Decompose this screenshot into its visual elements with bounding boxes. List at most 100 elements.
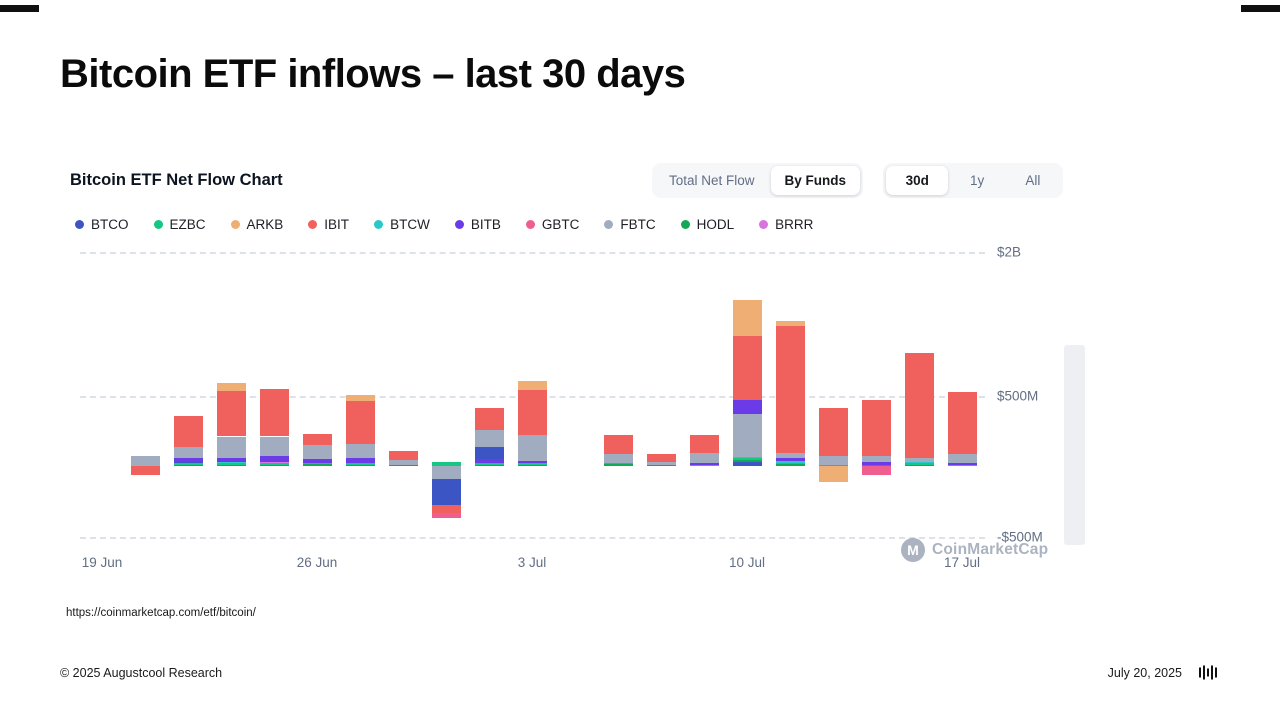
bar-segment-fbtc[interactable] (947, 454, 977, 463)
bar-segment-hodl[interactable] (775, 464, 805, 466)
bar-segment-ibit[interactable] (302, 433, 332, 446)
bar-segment-btcw[interactable] (775, 461, 805, 463)
bar-segment-hodl[interactable] (517, 464, 547, 466)
bar-segment-ezbc[interactable] (302, 463, 332, 465)
bar-segment-hodl[interactable] (345, 464, 375, 466)
bar-segment-arkb[interactable] (517, 380, 547, 391)
bar-segment-fbtc[interactable] (345, 443, 375, 459)
bar-segment-gbtc[interactable] (861, 466, 891, 476)
bar-segment-hodl[interactable] (474, 464, 504, 466)
bar-segment-fbtc[interactable] (216, 436, 246, 458)
bar-segment-ezbc[interactable] (775, 462, 805, 465)
toggle-option-by-funds[interactable]: By Funds (770, 166, 861, 195)
bar-segment-hodl[interactable] (216, 464, 246, 466)
bar-segment-ibit[interactable] (216, 391, 246, 437)
bar-segment-bitb[interactable] (861, 462, 891, 465)
bar-segment-ibit[interactable] (775, 326, 805, 454)
bar-segment-arkb[interactable] (732, 300, 762, 337)
bar-segment-ezbc[interactable] (474, 463, 504, 465)
range-option-1y[interactable]: 1y (950, 166, 1003, 195)
bar-segment-btco[interactable] (732, 462, 762, 466)
bar-segment-hodl[interactable] (861, 464, 891, 466)
bar-segment-fbtc[interactable] (474, 430, 504, 448)
bar-segment-ibit[interactable] (818, 407, 848, 457)
range-option-30d[interactable]: 30d (886, 166, 949, 195)
bar-segment-arkb[interactable] (345, 394, 375, 402)
bar-segment-btco[interactable] (173, 461, 203, 464)
bar-segment-bitb[interactable] (732, 399, 762, 415)
bar-segment-ibit[interactable] (904, 352, 934, 459)
bar-segment-fbtc[interactable] (173, 447, 203, 459)
bar-segment-arkb[interactable] (216, 382, 246, 392)
bar-segment-ibit[interactable] (259, 388, 289, 437)
bar-segment-ezbc[interactable] (259, 463, 289, 465)
legend-item-hodl[interactable]: HODL (680, 217, 734, 232)
range-option-all[interactable]: All (1006, 166, 1060, 195)
bar-segment-btco[interactable] (431, 478, 461, 505)
legend-item-brrr[interactable]: BRRR (759, 217, 813, 232)
bar-segment-fbtc[interactable] (732, 414, 762, 457)
bar-segment-ezbc[interactable] (517, 463, 547, 465)
bar-segment-ezbc[interactable] (818, 464, 848, 466)
bar-segment-hodl[interactable] (302, 464, 332, 466)
bar-segment-ezbc[interactable] (603, 462, 633, 465)
legend-item-gbtc[interactable]: GBTC (525, 217, 579, 232)
bar-segment-fbtc[interactable] (646, 461, 676, 465)
bar-segment-hodl[interactable] (646, 464, 676, 466)
bar-segment-fbtc[interactable] (818, 456, 848, 465)
legend-item-bitb[interactable]: BITB (454, 217, 501, 232)
bar-segment-fbtc[interactable] (259, 436, 289, 457)
bar-segment-fbtc[interactable] (517, 435, 547, 461)
bar-segment-bitb[interactable] (173, 458, 203, 462)
bar-segment-ezbc[interactable] (904, 463, 934, 465)
bar-segment-ibit[interactable] (345, 401, 375, 444)
bar-segment-ibit[interactable] (646, 454, 676, 462)
bar-segment-hodl[interactable] (732, 460, 762, 463)
bar-segment-ezbc[interactable] (345, 463, 375, 465)
bar-segment-bitb[interactable] (474, 459, 504, 464)
bar-segment-bitb[interactable] (947, 462, 977, 465)
bar-segment-fbtc[interactable] (431, 466, 461, 479)
legend-item-arkb[interactable]: ARKB (230, 217, 283, 232)
legend-item-btcw[interactable]: BTCW (374, 217, 430, 232)
bar-segment-arkb[interactable] (818, 466, 848, 483)
bar-segment-ibit[interactable] (130, 466, 160, 476)
bar-segment-ibit[interactable] (861, 400, 891, 457)
bar-segment-ibit[interactable] (689, 435, 719, 453)
bar-segment-brrr[interactable] (259, 461, 289, 464)
bar-segment-hodl[interactable] (173, 464, 203, 466)
bar-segment-ezbc[interactable] (689, 464, 719, 466)
bar-segment-fbtc[interactable] (302, 445, 332, 460)
bar-segment-ibit[interactable] (474, 407, 504, 431)
bar-segment-bitb[interactable] (216, 457, 246, 462)
bar-segment-ezbc[interactable] (732, 458, 762, 461)
bar-segment-ibit[interactable] (517, 390, 547, 436)
bar-segment-fbtc[interactable] (861, 456, 891, 463)
bar-segment-fbtc[interactable] (388, 460, 418, 465)
bar-segment-bitb[interactable] (517, 460, 547, 464)
bar-segment-btcw[interactable] (904, 461, 934, 464)
bar-segment-hodl[interactable] (259, 464, 289, 466)
bar-segment-ezbc[interactable] (947, 464, 977, 466)
toggle-option-total-net-flow[interactable]: Total Net Flow (655, 166, 769, 195)
bar-segment-bitb[interactable] (259, 456, 289, 462)
bar-segment-btco[interactable] (474, 447, 504, 460)
bar-segment-ezbc[interactable] (216, 463, 246, 465)
bar-segment-ibit[interactable] (388, 451, 418, 461)
bar-segment-fbtc[interactable] (603, 454, 633, 463)
legend-item-ezbc[interactable]: EZBC (153, 217, 206, 232)
bar-segment-bitb[interactable] (345, 458, 375, 464)
bar-segment-ibit[interactable] (431, 504, 461, 514)
bar-segment-ibit[interactable] (173, 416, 203, 448)
legend-item-ibit[interactable]: IBIT (308, 217, 349, 232)
bar-segment-ibit[interactable] (732, 336, 762, 400)
bar-segment-fbtc[interactable] (775, 453, 805, 458)
bar-segment-ezbc[interactable] (431, 462, 461, 466)
bar-segment-bitb[interactable] (302, 459, 332, 463)
bar-segment-fbtc[interactable] (130, 456, 160, 466)
bar-segment-hodl[interactable] (603, 464, 633, 466)
bar-segment-ezbc[interactable] (173, 463, 203, 465)
bar-segment-bitb[interactable] (775, 457, 805, 462)
bar-segment-hodl[interactable] (904, 464, 934, 466)
bar-segment-btcw[interactable] (732, 456, 762, 459)
